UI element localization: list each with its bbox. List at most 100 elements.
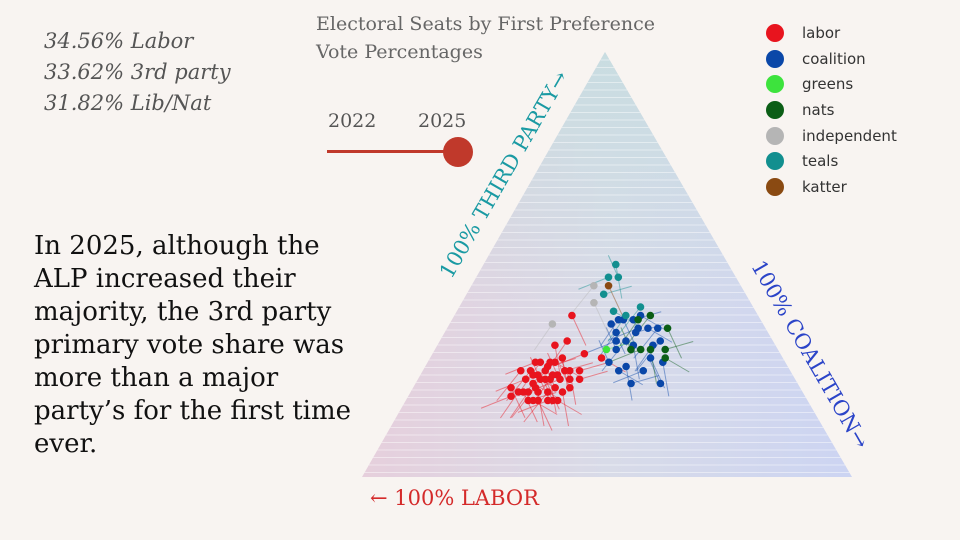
seat-point-labor [551,341,559,350]
seat-change-line [608,285,624,316]
legend-label: greens [802,75,854,94]
seat-point-coalition [646,354,655,362]
slider-handle[interactable] [443,137,473,167]
seat-point-labor [566,383,574,392]
legend-item-greens[interactable]: greens [766,71,897,97]
legend-label: independent [802,126,897,145]
axis-title-labor: ← 100% LABOR [370,486,540,510]
seat-change-line [613,370,644,384]
seat-point-coalition [644,324,652,333]
seat-change-line [605,327,617,350]
legend-item-independent[interactable]: independent [766,123,897,149]
seat-point-nats [646,311,655,320]
legend-item-nats[interactable]: nats [766,97,897,123]
seat-point-labor [597,354,606,362]
seat-point-teals [622,311,630,320]
legend-label: teals [802,152,839,171]
seat-change-line [601,340,627,372]
seat-point-nats [661,354,670,362]
year-slider[interactable]: 2022 2025 [320,108,490,178]
seat-point-teals [612,260,620,269]
seat-point-coalition [612,328,620,337]
seat-point-labor [529,379,537,388]
seat-point-nats [636,345,645,354]
seat-change-line [537,400,553,431]
ternary-triangle-top-tint [362,52,852,477]
seat-point-labor [568,311,576,320]
legend-swatch [766,75,784,94]
stat-labor: 34.56% Labor [44,29,194,53]
seat-point-labor [526,366,535,375]
seat-point-teals [599,290,608,299]
seat-change-line [499,391,519,419]
seat-change-line [606,341,635,350]
legend-label: katter [802,177,847,196]
seat-change-line [571,315,587,346]
seat-point-teals [614,273,623,282]
seat-point-labor [558,388,567,396]
seat-change-line [585,340,617,354]
seat-change-line [633,327,659,359]
seat-point-nats [663,324,672,333]
legend-swatch [766,152,784,171]
legend-swatch [766,23,784,42]
seat-change-line [610,349,641,362]
seat-change-line [510,387,526,418]
seat-point-coalition [612,345,620,354]
legend-item-katter[interactable]: katter [766,174,897,200]
stat-third-party: 33.62% 3rd party [44,60,231,84]
grid-lines [364,59,850,473]
seat-change-line [509,391,529,419]
seat-point-independent [590,298,598,307]
stat-lib-nat: 31.82% Lib/Nat [44,91,212,115]
seat-point-labor [534,388,542,396]
seat-point-coalition [634,324,642,333]
seat-point-labor [558,354,567,362]
seat-change-line [615,264,623,299]
seat-point-labor [548,371,557,379]
legend-item-coalition[interactable]: coalition [766,46,897,72]
seat-point-coalition [622,337,630,345]
legend-item-teals[interactable]: teals [766,148,897,174]
seat-point-teals [604,273,613,282]
seat-point-coalition [607,320,615,328]
legend-label: labor [802,23,841,42]
legend-item-labor[interactable]: labor [766,20,897,46]
seat-change-line [665,341,694,350]
seat-point-labor [544,388,552,396]
vote-share-summary: 34.56% Labor 33.62% 3rd party 31.82% Lib… [44,26,231,119]
year-label-2025[interactable]: 2025 [418,110,467,132]
seat-point-coalition [653,324,662,333]
seat-point-nats [634,315,642,324]
seat-change-line [647,327,673,343]
seat-change-line [616,306,641,338]
seat-change-line [544,379,560,410]
chart-title: Electoral Seats by First Preference Vote… [316,13,655,63]
seat-point-coalition [656,379,665,388]
seat-point-labor [546,358,554,367]
annotation-text: In 2025, although the ALP increased thei… [34,231,352,459]
seat-point-labor [556,375,564,384]
seat-point-coalition [622,362,630,371]
seat-point-greens [602,345,611,354]
seat-point-labor [536,375,545,384]
seat-point-labor [507,392,515,401]
legend-label: coalition [802,49,866,68]
seat-change-line [480,395,512,409]
seat-point-coalition [614,315,623,324]
seat-change-line [523,391,549,423]
seat-point-labor [580,349,589,358]
seat-point-labor [507,383,515,392]
slider-track[interactable] [327,150,452,153]
seat-point-coalition [627,379,635,388]
year-label-2022[interactable]: 2022 [328,110,377,132]
seat-change-line [517,400,549,413]
seat-point-coalition [605,358,613,367]
seat-change-line [549,379,557,414]
seat-point-labor [551,383,559,392]
seat-change-line [603,285,632,295]
seat-point-labor [516,366,525,375]
legend-swatch [766,100,784,119]
legend-swatch [766,126,784,145]
seat-point-labor [565,375,574,384]
